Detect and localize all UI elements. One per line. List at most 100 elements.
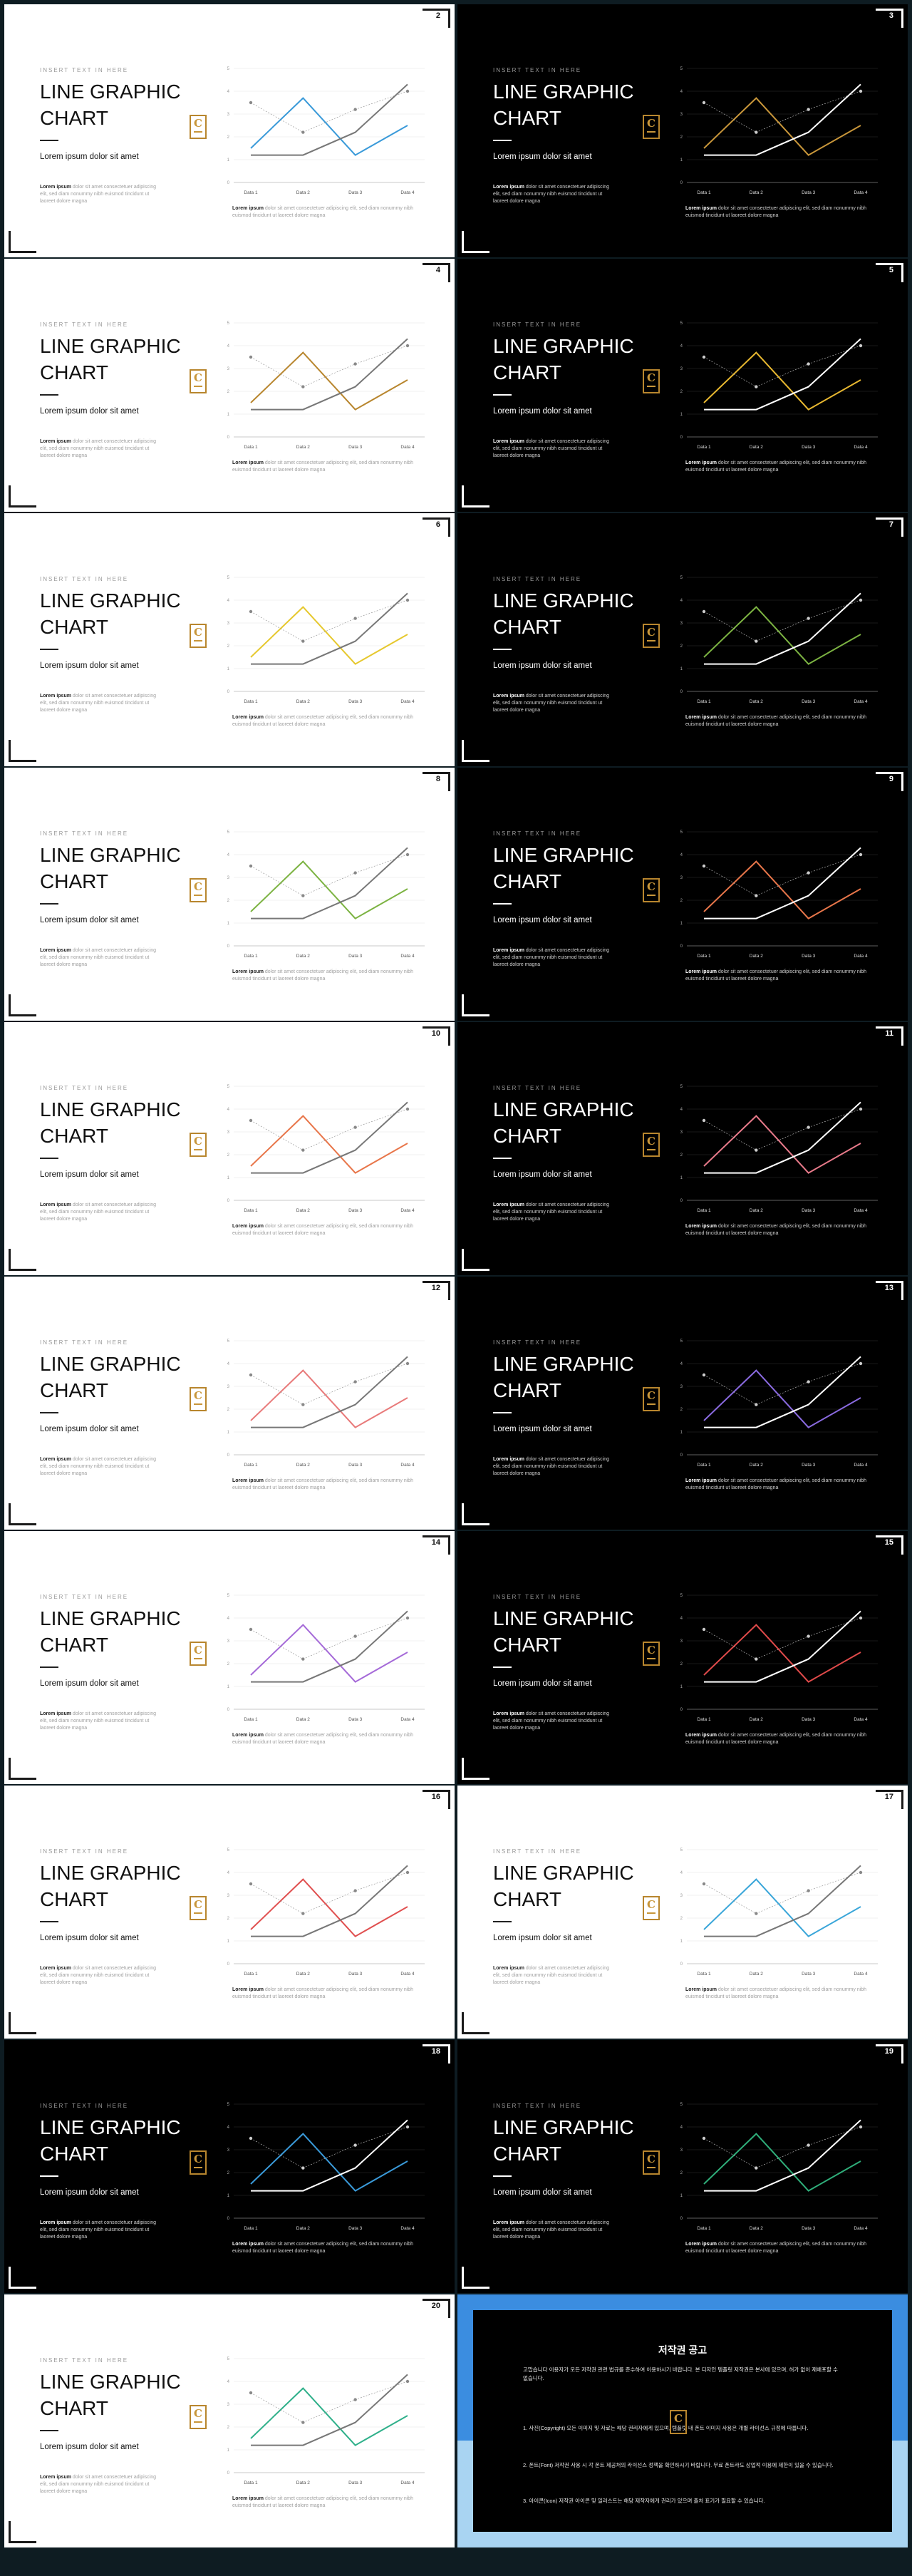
chart-caption: Lorem ipsum dolor sit amet consectetuer … (685, 1732, 871, 1746)
slide-17[interactable]: 17 INSERT TEXT IN HERE LINE GRAPHIC CHART L… (457, 1786, 908, 2039)
x-tick-label: Data 2 (296, 2480, 311, 2485)
line-chart: 0 1 2 3 4 5 Data 1 Data 2 Data 3 Data 4 (227, 321, 425, 450)
slide-9[interactable]: 9 INSERT TEXT IN HERE LINE GRAPHIC CHART Lo… (457, 768, 908, 1021)
corner-bracket-bottom-left (462, 740, 489, 762)
logo-icon: C (643, 1387, 660, 1411)
series-marker-point (859, 1616, 863, 1620)
series-gray-line (704, 1101, 861, 1174)
line-chart: 0 1 2 3 4 5 Data 1 Data 2 Data 3 Data 4 (680, 1848, 878, 1977)
slide-8[interactable]: 8 INSERT TEXT IN HERE LINE GRAPHIC CHART Lo… (4, 768, 455, 1021)
logo-icon: C (190, 1387, 207, 1411)
slide-14[interactable]: 14 INSERT TEXT IN HERE LINE GRAPHIC CHART L… (4, 1531, 455, 1784)
caption-rest: dolor sit amet consectetuer adipiscing e… (232, 1987, 414, 1999)
corner-bracket-top-right (876, 1026, 903, 1046)
page-number: 7 (888, 520, 893, 529)
slide-10[interactable]: 10 INSERT TEXT IN HERE LINE GRAPHIC CHART L… (4, 1022, 455, 1275)
chart-caption: Lorem ipsum dolor sit amet consectetuer … (232, 714, 418, 728)
series-marker-point (405, 1870, 410, 1875)
x-tick-label: Data 2 (296, 2226, 311, 2231)
x-tick-label: Data 4 (854, 1208, 868, 1213)
slide-18[interactable]: 18 INSERT TEXT IN HERE LINE GRAPHIC CHART L… (4, 2040, 455, 2293)
slide-6[interactable]: 6 INSERT TEXT IN HERE LINE GRAPHIC CHART Lo… (4, 513, 455, 766)
logo-letter: C (194, 1389, 202, 1402)
slide-subtitle: Lorem ipsum dolor sit amet (493, 1934, 592, 1942)
slide-19[interactable]: 19 INSERT TEXT IN HERE LINE GRAPHIC CHART L… (457, 2040, 908, 2293)
logo-icon: C (670, 2410, 687, 2434)
x-tick-label: Data 2 (296, 1717, 311, 1722)
slide-title: LINE GRAPHIC CHART (493, 335, 634, 383)
y-tick-label: 3 (227, 622, 230, 626)
logo-letter: C (194, 626, 202, 639)
y-tick-label: 4 (680, 1871, 683, 1875)
series-marker-point (859, 1870, 863, 1875)
logo-letter: C (647, 1389, 656, 1402)
page-number: 18 (431, 2047, 440, 2056)
slide-title: LINE GRAPHIC CHART (40, 81, 181, 129)
logo-letter: C (194, 1135, 202, 1148)
slide-5[interactable]: 5 INSERT TEXT IN HERE LINE GRAPHIC CHART Lo… (457, 259, 908, 512)
series-marker-point (405, 1361, 410, 1366)
chart-caption: Lorem ipsum dolor sit amet consectetuer … (232, 969, 418, 983)
y-tick-label: 2 (680, 390, 683, 394)
slide-2[interactable]: 2 INSERT TEXT IN HERE LINE GRAPHIC CHART Lo… (4, 4, 455, 257)
y-tick-label: 3 (227, 1639, 230, 1644)
corner-bracket-bottom-left (9, 994, 36, 1016)
series-marker-point (405, 2379, 410, 2384)
slide-3[interactable]: 3 INSERT TEXT IN HERE LINE GRAPHIC CHART Lo… (457, 4, 908, 257)
x-tick-label: Data 4 (400, 190, 415, 195)
y-tick-label: 3 (680, 1894, 683, 1898)
line-chart: 0 1 2 3 4 5 Data 1 Data 2 Data 3 Data 4 (227, 830, 425, 959)
x-tick-label: Data 2 (750, 954, 764, 959)
series-marker-point (807, 1125, 810, 1129)
series-marker-point (301, 1148, 305, 1152)
slide-11[interactable]: 11 INSERT TEXT IN HERE LINE GRAPHIC CHART L… (457, 1022, 908, 1275)
series-marker-point (755, 1148, 758, 1152)
chart-caption: Lorem ipsum dolor sit amet consectetuer … (232, 1223, 418, 1237)
series-gray-line (704, 338, 861, 411)
series-marker-point (755, 1912, 758, 1915)
series-marker-point (405, 2125, 410, 2129)
body-text-bold: Lorem ipsum (493, 948, 524, 953)
slide-title: LINE GRAPHIC CHART (40, 335, 181, 383)
x-tick-label: Data 3 (348, 1208, 363, 1213)
kicker-text: INSERT TEXT IN HERE (40, 1594, 129, 1600)
y-tick-label: 1 (227, 1685, 230, 1689)
slide-15[interactable]: 15 INSERT TEXT IN HERE LINE GRAPHIC CHART L… (457, 1531, 908, 1784)
y-tick-label: 3 (680, 113, 683, 117)
line-chart: 0 1 2 3 4 5 Data 1 Data 2 Data 3 Data 4 (680, 321, 878, 450)
kicker-text: INSERT TEXT IN HERE (40, 1085, 129, 1091)
y-tick-label: 1 (227, 1939, 230, 1944)
corner-bracket-bottom-left (462, 1758, 489, 1780)
x-tick-label: Data 3 (802, 699, 816, 704)
chart-caption: Lorem ipsum dolor sit amet consectetuer … (232, 1478, 418, 1492)
slide-4[interactable]: 4 INSERT TEXT IN HERE LINE GRAPHIC CHART Lo… (4, 259, 455, 512)
title-divider (493, 394, 512, 396)
caption-rest: dolor sit amet consectetuer adipiscing e… (232, 1224, 414, 1236)
body-text-rest: dolor sit amet consectetuer adipiscing e… (493, 1966, 610, 1985)
slide-12[interactable]: 12 INSERT TEXT IN HERE LINE GRAPHIC CHART L… (4, 1277, 455, 1530)
x-tick-label: Data 4 (400, 1717, 415, 1722)
x-tick-label: Data 4 (400, 1208, 415, 1213)
slide-13[interactable]: 13 INSERT TEXT IN HERE LINE GRAPHIC CHART L… (457, 1277, 908, 1530)
series-gray-line (704, 1610, 861, 1683)
series-accent-line (703, 351, 861, 411)
slide-16[interactable]: 16 INSERT TEXT IN HERE LINE GRAPHIC CHART L… (4, 1786, 455, 2039)
corner-bracket-bottom-left (462, 1503, 489, 1525)
body-text-rest: dolor sit amet consectetuer adipiscing e… (40, 2220, 157, 2240)
copyright-slide[interactable]: 저작권 공고 고맙습니다 이용자가 모든 저작권 관련 법규를 준수하여 이용하시… (457, 2294, 908, 2547)
y-tick-label: 5 (680, 1339, 683, 1344)
logo-underline (194, 386, 202, 387)
page-number: 9 (888, 775, 893, 783)
caption-rest: dolor sit amet consectetuer adipiscing e… (685, 969, 867, 982)
series-marker-point (702, 864, 706, 868)
slide-7[interactable]: 7 INSERT TEXT IN HERE LINE GRAPHIC CHART Lo… (457, 513, 908, 766)
corner-bracket-top-right (423, 1026, 450, 1046)
chart-caption: Lorem ipsum dolor sit amet consectetuer … (685, 1478, 871, 1492)
corner-bracket-top-right (876, 2044, 903, 2064)
copyright-paragraph: 2. 폰트(Font) 저작권 사용 시 각 폰트 제공처의 라이선스 정책을 … (523, 2462, 834, 2468)
x-tick-label: Data 4 (854, 1717, 868, 1722)
slide-20[interactable]: 20 INSERT TEXT IN HERE LINE GRAPHIC CHART L… (4, 2294, 455, 2547)
slide-subtitle: Lorem ipsum dolor sit amet (493, 153, 592, 161)
logo-letter: C (647, 626, 656, 639)
series-marker-point (301, 639, 305, 643)
